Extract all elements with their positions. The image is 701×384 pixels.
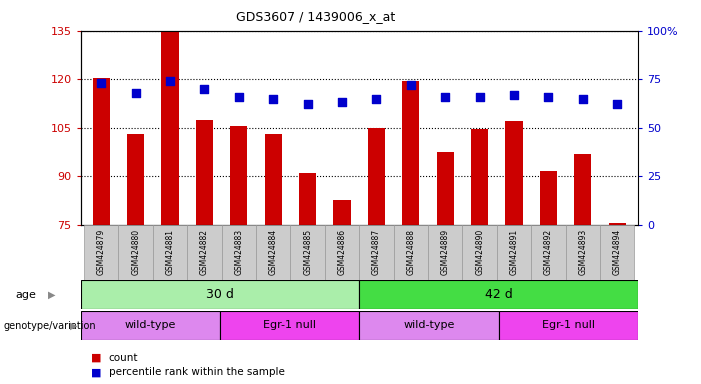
Bar [497,225,531,280]
Bar [325,225,359,280]
Bar [334,200,350,225]
Bar [81,311,220,340]
Point [165,78,176,84]
Bar [161,31,179,225]
Text: age: age [15,290,36,300]
Point [95,80,107,86]
Bar [196,119,213,225]
Text: wild-type: wild-type [125,320,176,331]
Point [405,82,416,88]
Bar [187,225,222,280]
Text: Egr-1 null: Egr-1 null [263,320,316,331]
Bar [230,126,247,225]
Bar [299,173,316,225]
Point [233,94,245,100]
Point [612,101,623,108]
Bar [498,311,638,340]
Bar [118,225,153,280]
Text: ▶: ▶ [48,290,55,300]
Text: ■: ■ [91,353,102,363]
Text: GDS3607 / 1439006_x_at: GDS3607 / 1439006_x_at [236,10,395,23]
Bar [93,78,110,225]
Text: ▶: ▶ [70,321,78,331]
Bar [360,225,394,280]
Bar [566,225,600,280]
Text: GSM424883: GSM424883 [234,229,243,275]
Text: GSM424880: GSM424880 [131,229,140,275]
Point [543,94,554,100]
Text: GSM424882: GSM424882 [200,229,209,275]
Bar [463,225,497,280]
Point [199,86,210,92]
Bar [531,225,566,280]
Point [508,92,519,98]
Bar [394,225,428,280]
Bar [84,225,118,280]
Point [371,96,382,102]
Bar [402,81,419,225]
Text: GSM424879: GSM424879 [97,229,106,275]
Text: percentile rank within the sample: percentile rank within the sample [109,367,285,377]
Bar [359,280,638,309]
Point [577,96,588,102]
Bar [222,225,256,280]
Point [130,90,142,96]
Point [440,94,451,100]
Text: GSM424888: GSM424888 [407,229,416,275]
Bar [81,280,359,309]
Text: GSM424893: GSM424893 [578,229,587,275]
Text: GSM424889: GSM424889 [441,229,450,275]
Text: ■: ■ [91,367,102,377]
Bar [256,225,290,280]
Text: GSM424884: GSM424884 [268,229,278,275]
Bar [220,311,359,340]
Text: GSM424886: GSM424886 [338,229,346,275]
Text: Egr-1 null: Egr-1 null [542,320,594,331]
Bar [437,152,454,225]
Point [268,96,279,102]
Bar [505,121,523,225]
Text: 42 d: 42 d [484,288,512,301]
Bar [265,134,282,225]
Bar [608,223,626,225]
Text: GSM424892: GSM424892 [544,229,553,275]
Text: GSM424890: GSM424890 [475,229,484,275]
Bar [359,311,498,340]
Text: GSM424885: GSM424885 [303,229,312,275]
Text: genotype/variation: genotype/variation [4,321,96,331]
Point [336,99,348,106]
Bar [368,128,385,225]
Point [474,94,485,100]
Text: GSM424881: GSM424881 [165,229,175,275]
Text: GSM424894: GSM424894 [613,229,622,275]
Text: count: count [109,353,138,363]
Bar [600,225,634,280]
Text: wild-type: wild-type [403,320,455,331]
Bar [574,154,592,225]
Bar [153,225,187,280]
Bar [540,171,557,225]
Text: GSM424887: GSM424887 [372,229,381,275]
Bar [127,134,144,225]
Bar [290,225,325,280]
Text: GSM424891: GSM424891 [510,229,519,275]
Point [302,101,313,108]
Text: 30 d: 30 d [206,288,234,301]
Bar [471,129,489,225]
Bar [428,225,463,280]
